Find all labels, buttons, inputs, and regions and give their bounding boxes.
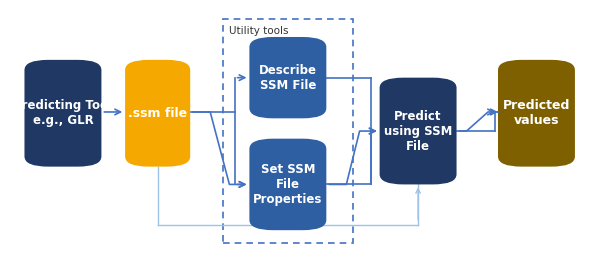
Text: Set SSM
File
Properties: Set SSM File Properties — [253, 163, 323, 206]
FancyBboxPatch shape — [250, 37, 326, 118]
FancyBboxPatch shape — [25, 60, 101, 167]
Text: Predicting Tool
e.g., GLR: Predicting Tool e.g., GLR — [13, 99, 112, 127]
Text: Utility tools: Utility tools — [229, 26, 288, 36]
Text: Predict
using SSM
File: Predict using SSM File — [384, 109, 452, 153]
Text: .ssm file: .ssm file — [128, 107, 187, 120]
FancyBboxPatch shape — [125, 60, 190, 167]
FancyBboxPatch shape — [250, 139, 326, 230]
Text: Describe
SSM File: Describe SSM File — [259, 64, 317, 92]
FancyBboxPatch shape — [498, 60, 575, 167]
FancyBboxPatch shape — [380, 78, 457, 185]
Text: Predicted
values: Predicted values — [503, 99, 570, 127]
